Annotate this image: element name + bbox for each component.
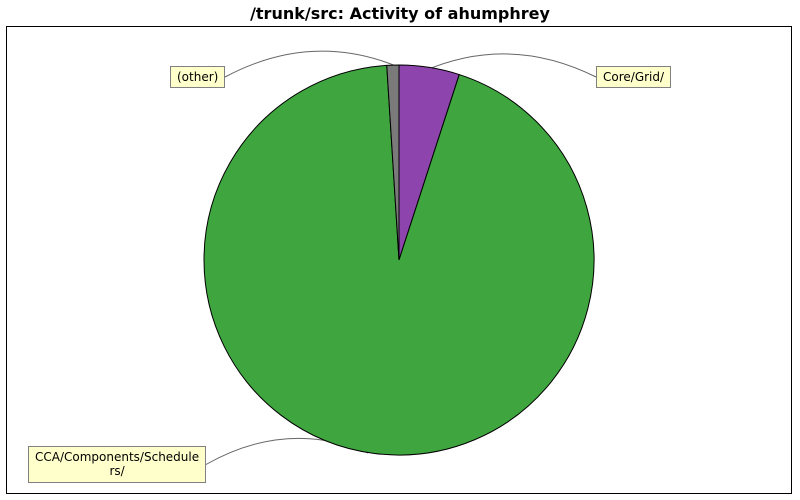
slice-label: Core/Grid/ xyxy=(596,66,671,88)
pie-chart-svg xyxy=(6,26,792,494)
chart-title: /trunk/src: Activity of ahumphrey xyxy=(0,4,800,23)
slice-label: CCA/Components/Schedulers/ xyxy=(28,446,206,483)
slice-label: (other) xyxy=(170,66,225,88)
